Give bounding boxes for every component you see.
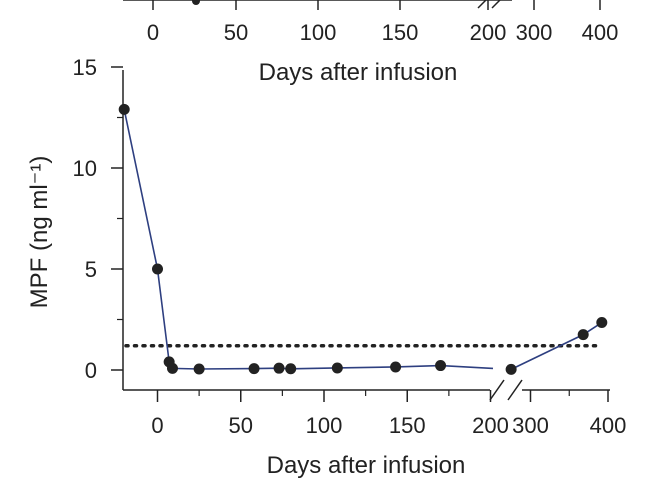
top-axis-break-mark: [477, 0, 487, 9]
top-axis: Days after infusion: [123, 0, 512, 86]
data-point: [118, 103, 130, 115]
data-point: [435, 360, 447, 372]
data-point: [331, 362, 343, 374]
x-tick-label: 50: [229, 413, 253, 438]
x-tick-label: 100: [306, 413, 343, 438]
axis-break-mark: [507, 379, 523, 401]
top-x-tick-label: 200: [470, 20, 507, 45]
data-point: [273, 362, 285, 374]
data-point: [193, 363, 205, 375]
data-point: [577, 329, 589, 341]
top-axis-title: Days after infusion: [259, 59, 458, 86]
y-tick-label: 5: [85, 257, 97, 282]
top-x-tick-label: 0: [147, 20, 159, 45]
data-point: [166, 362, 178, 374]
x-axis: Days after infusion: [123, 379, 610, 479]
data-point: [505, 363, 517, 375]
x-axis-title: Days after infusion: [267, 452, 466, 479]
top-data-marker-fragment: [192, 0, 200, 5]
top-x-tick-label: 150: [382, 20, 419, 45]
y-axis: MPF (ng ml⁻¹): [26, 70, 124, 390]
series-line: [123, 109, 494, 370]
x-tick-label: 400: [590, 413, 627, 438]
series-layer: [118, 103, 608, 375]
axis-break-mark: [489, 379, 505, 401]
data-point: [285, 363, 297, 375]
x-tick-label: 0: [151, 413, 163, 438]
x-tick-label: 200: [472, 413, 509, 438]
top-axis-break-mark: [491, 0, 501, 9]
y-tick-label: 10: [73, 156, 97, 181]
data-point: [152, 263, 163, 275]
y-tick-label: 15: [73, 55, 97, 80]
data-point: [596, 317, 608, 329]
top-x-tick-label: 100: [300, 20, 337, 45]
top-x-tick-label: 400: [582, 20, 619, 45]
x-tick-label: 300: [512, 413, 549, 438]
y-axis-title: MPF (ng ml⁻¹): [26, 156, 53, 309]
y-tick-label: 0: [85, 358, 97, 383]
data-point: [390, 361, 402, 373]
data-point: [248, 363, 260, 375]
top-x-tick-label: 300: [516, 20, 553, 45]
top-x-tick-label: 50: [224, 20, 248, 45]
x-tick-label: 150: [389, 413, 426, 438]
